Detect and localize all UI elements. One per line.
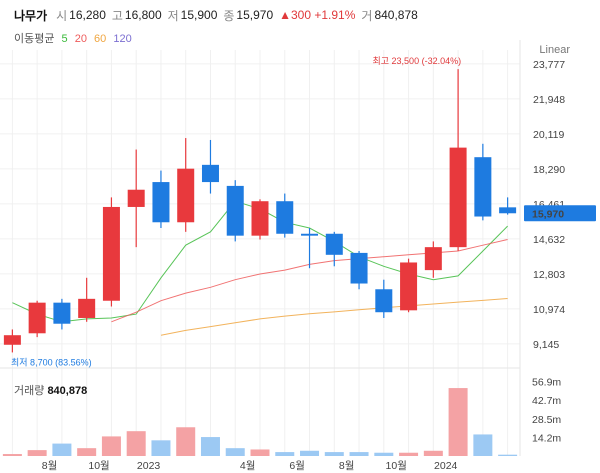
time-tick-label: 8월	[42, 460, 58, 472]
volume-bar	[399, 452, 419, 456]
volume-tick-label: 42.7m	[532, 395, 561, 407]
time-tick-label: 8월	[339, 460, 355, 472]
time-tick-label: 2023	[137, 460, 161, 472]
volume-tick-label: 28.5m	[532, 414, 561, 426]
candle-body	[102, 206, 120, 301]
ma-legend-title: 이동평균	[14, 33, 55, 45]
volume-bar	[423, 450, 443, 456]
candle-body	[78, 298, 96, 318]
candle-body	[400, 262, 418, 311]
open-label: 시	[56, 8, 68, 23]
volume-bar	[176, 427, 196, 456]
low-value: 15,900	[180, 8, 218, 22]
volume-bars	[2, 388, 518, 456]
volume-bar	[300, 450, 320, 456]
price-tick-label: 23,777	[533, 59, 565, 71]
moving-average-legend[interactable]: 이동평균 5 20 60 120	[14, 30, 136, 46]
price-axis: 23,77721,94820,11918,29016,46114,63212,8…	[524, 59, 596, 351]
volume-panel-value: 840,878	[47, 385, 88, 397]
volume-label: 거	[361, 8, 373, 23]
high-value: 16,800	[124, 8, 162, 22]
volume-bar	[52, 443, 72, 456]
annotations: 최고 23,500 (-32.04%) 최저 8,700 (83.56%)	[11, 56, 461, 367]
candle-body	[424, 247, 442, 271]
low-annotation: 최저 8,700 (83.56%)	[11, 357, 92, 367]
volume-tick-label: 56.9m	[532, 377, 561, 389]
price-tick-label: 12,803	[533, 269, 565, 281]
candle-body	[499, 207, 517, 214]
price-tick-label: 21,948	[533, 94, 565, 106]
time-axis: 8월 10월 2023 4월 6월 8월 10월 2024	[42, 460, 458, 472]
open-value: 16,280	[69, 8, 106, 22]
time-tick-label: 6월	[289, 460, 305, 472]
volume-bar	[2, 454, 22, 456]
price-tick-label: 14,632	[533, 234, 565, 246]
ma-5-label: 5	[61, 33, 68, 45]
candle-body	[301, 233, 319, 236]
candle-body	[53, 302, 71, 324]
candle-body	[127, 189, 145, 207]
candle-body	[152, 182, 170, 223]
volume-bar	[77, 448, 97, 456]
volume-bar	[498, 454, 518, 456]
volume-tick-label: 14.2m	[532, 432, 561, 444]
price-tick-label: 10,974	[533, 304, 565, 316]
current-price-label: 15,970	[532, 208, 564, 220]
time-tick-label: 10월	[386, 460, 407, 472]
volume-bar	[275, 452, 295, 456]
scale-toggle[interactable]: Linear	[539, 44, 570, 56]
current-price-marker	[524, 205, 596, 222]
volume-bar	[448, 388, 468, 456]
volume-bar	[225, 448, 245, 456]
ma-60-line	[160, 298, 508, 336]
high-label: 고	[111, 8, 123, 23]
change-value: ▲300 +1.91%	[279, 8, 356, 22]
volume-panel-label: 거래량	[14, 385, 45, 397]
time-tick-label: 2024	[434, 460, 458, 472]
volume-bar	[349, 452, 369, 456]
stock-name: 나무가	[14, 8, 48, 23]
candle-body	[177, 168, 195, 223]
ma-120-label: 120	[113, 33, 132, 45]
volume-bar	[126, 431, 146, 456]
time-tick-label: 4월	[240, 460, 256, 472]
candle-body	[276, 201, 294, 234]
volume-panel-title: 거래량 840,878	[14, 382, 87, 398]
close-value: 15,970	[236, 8, 274, 22]
low-label: 저	[167, 8, 179, 23]
high-annotation: 최고 23,500 (-32.04%)	[372, 56, 461, 66]
candle-body	[474, 157, 492, 217]
volume-bar	[200, 437, 220, 456]
candle-body	[325, 233, 343, 255]
volume-bar	[324, 452, 344, 456]
volume-bar	[27, 450, 47, 456]
candle-body	[28, 302, 46, 334]
candle-body	[375, 289, 393, 313]
candle-body	[449, 147, 467, 248]
volume-bar	[250, 449, 270, 456]
candle-body	[201, 164, 219, 183]
time-tick-label: 10월	[88, 460, 109, 472]
price-tick-label: 20,119	[533, 129, 564, 141]
candle-body	[3, 335, 21, 345]
price-tick-label: 9,145	[533, 339, 559, 351]
candle-body	[350, 252, 368, 284]
candles	[3, 69, 517, 353]
ma-60-label: 60	[94, 33, 107, 45]
candle-body	[251, 201, 269, 236]
volume-bar	[101, 436, 121, 456]
volume-bar	[374, 452, 394, 456]
close-label: 종	[223, 8, 235, 23]
volume-bar	[473, 434, 493, 456]
volume-bar	[151, 440, 171, 456]
price-tick-label: 18,290	[533, 164, 565, 176]
stock-header: 나무가 시 16,280 고 16,800 저 15,900 종 15,970 …	[14, 6, 424, 24]
candle-body	[226, 185, 244, 236]
volume-axis: 56.9m 42.7m 28.5m 14.2m	[532, 377, 561, 445]
volume-value: 840,878	[374, 8, 418, 22]
ma-20-label: 20	[74, 33, 87, 45]
